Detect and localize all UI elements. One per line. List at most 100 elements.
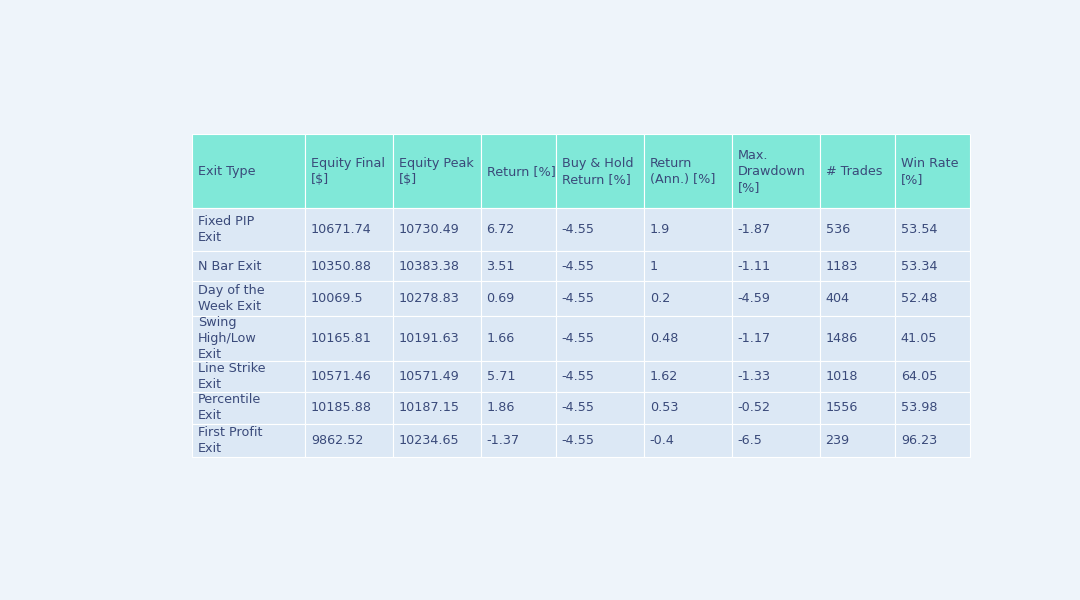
Bar — [192, 316, 305, 361]
Text: -1.11: -1.11 — [738, 260, 771, 273]
Text: 1018: 1018 — [825, 370, 858, 383]
Bar — [481, 134, 556, 208]
Bar — [393, 208, 481, 251]
Text: 53.98: 53.98 — [901, 401, 937, 415]
Text: 10350.88: 10350.88 — [311, 260, 372, 273]
Text: 0.53: 0.53 — [650, 401, 678, 415]
Text: 52.48: 52.48 — [901, 292, 937, 305]
Bar — [305, 424, 393, 457]
Bar — [732, 281, 820, 316]
Text: 0.48: 0.48 — [650, 332, 678, 345]
Bar — [820, 134, 895, 208]
Bar — [644, 208, 732, 251]
Bar — [305, 251, 393, 281]
Text: -4.55: -4.55 — [562, 370, 595, 383]
Text: 5.71: 5.71 — [486, 370, 515, 383]
Text: -4.59: -4.59 — [738, 292, 770, 305]
Text: First Profit
Exit: First Profit Exit — [198, 426, 262, 455]
Text: -1.37: -1.37 — [486, 434, 519, 447]
Text: 1.9: 1.9 — [650, 223, 670, 236]
Bar — [732, 424, 820, 457]
Text: 10730.49: 10730.49 — [399, 223, 459, 236]
Bar — [481, 392, 556, 424]
Text: 1.86: 1.86 — [486, 401, 515, 415]
Text: 53.34: 53.34 — [901, 260, 937, 273]
Text: 10571.46: 10571.46 — [311, 370, 372, 383]
Bar — [556, 251, 644, 281]
Bar — [556, 424, 644, 457]
Text: 10187.15: 10187.15 — [399, 401, 460, 415]
Text: N Bar Exit: N Bar Exit — [198, 260, 261, 273]
Text: Return [%]: Return [%] — [486, 165, 555, 178]
Bar — [393, 281, 481, 316]
Bar — [895, 134, 970, 208]
Bar — [393, 134, 481, 208]
Text: Max.
Drawdown
[%]: Max. Drawdown [%] — [738, 149, 806, 194]
Bar — [393, 251, 481, 281]
Bar — [820, 208, 895, 251]
Text: -4.55: -4.55 — [562, 223, 595, 236]
Bar — [305, 134, 393, 208]
Bar — [393, 424, 481, 457]
Bar — [732, 361, 820, 392]
Bar — [644, 281, 732, 316]
Bar — [895, 208, 970, 251]
Text: -4.55: -4.55 — [562, 292, 595, 305]
Bar — [820, 392, 895, 424]
Bar — [556, 134, 644, 208]
Text: 1183: 1183 — [825, 260, 858, 273]
Bar — [481, 424, 556, 457]
Text: 1.62: 1.62 — [650, 370, 678, 383]
Bar — [644, 392, 732, 424]
Bar — [556, 361, 644, 392]
Text: 10671.74: 10671.74 — [311, 223, 372, 236]
Bar — [644, 251, 732, 281]
Text: 10185.88: 10185.88 — [311, 401, 372, 415]
Text: -4.55: -4.55 — [562, 401, 595, 415]
Text: Buy & Hold
Return [%]: Buy & Hold Return [%] — [562, 157, 633, 186]
Text: 9862.52: 9862.52 — [311, 434, 363, 447]
Text: Win Rate
[%]: Win Rate [%] — [901, 157, 958, 186]
Bar — [556, 392, 644, 424]
Bar — [393, 316, 481, 361]
Text: 1556: 1556 — [825, 401, 858, 415]
Text: 239: 239 — [825, 434, 850, 447]
Text: 1: 1 — [650, 260, 658, 273]
Text: -0.52: -0.52 — [738, 401, 771, 415]
Text: Line Strike
Exit: Line Strike Exit — [198, 362, 266, 391]
Bar — [895, 361, 970, 392]
Text: 1486: 1486 — [825, 332, 858, 345]
Bar — [644, 134, 732, 208]
Text: -4.55: -4.55 — [562, 332, 595, 345]
Bar — [305, 361, 393, 392]
Bar — [556, 208, 644, 251]
Bar — [732, 316, 820, 361]
Bar — [192, 424, 305, 457]
Text: 0.2: 0.2 — [650, 292, 670, 305]
Text: 64.05: 64.05 — [901, 370, 937, 383]
Text: -4.55: -4.55 — [562, 434, 595, 447]
Bar — [820, 424, 895, 457]
Bar — [644, 316, 732, 361]
Text: 0.69: 0.69 — [486, 292, 515, 305]
Bar — [820, 251, 895, 281]
Bar — [732, 208, 820, 251]
Text: 10234.65: 10234.65 — [399, 434, 459, 447]
Bar — [820, 316, 895, 361]
Text: # Trades: # Trades — [825, 165, 882, 178]
Text: 53.54: 53.54 — [901, 223, 937, 236]
Text: Day of the
Week Exit: Day of the Week Exit — [198, 284, 265, 313]
Bar — [305, 392, 393, 424]
Bar — [192, 281, 305, 316]
Text: Swing
High/Low
Exit: Swing High/Low Exit — [198, 316, 257, 361]
Bar — [556, 281, 644, 316]
Text: 10191.63: 10191.63 — [399, 332, 459, 345]
Text: 536: 536 — [825, 223, 850, 236]
Text: 41.05: 41.05 — [901, 332, 937, 345]
Bar — [305, 281, 393, 316]
Text: -1.87: -1.87 — [738, 223, 771, 236]
Text: Return
(Ann.) [%]: Return (Ann.) [%] — [650, 157, 715, 186]
Text: 10278.83: 10278.83 — [399, 292, 459, 305]
Bar — [732, 392, 820, 424]
Bar — [192, 251, 305, 281]
